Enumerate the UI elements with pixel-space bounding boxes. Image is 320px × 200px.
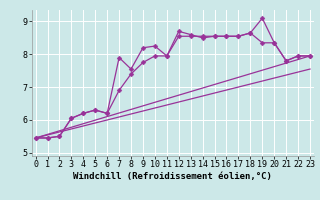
X-axis label: Windchill (Refroidissement éolien,°C): Windchill (Refroidissement éolien,°C) bbox=[73, 172, 272, 181]
